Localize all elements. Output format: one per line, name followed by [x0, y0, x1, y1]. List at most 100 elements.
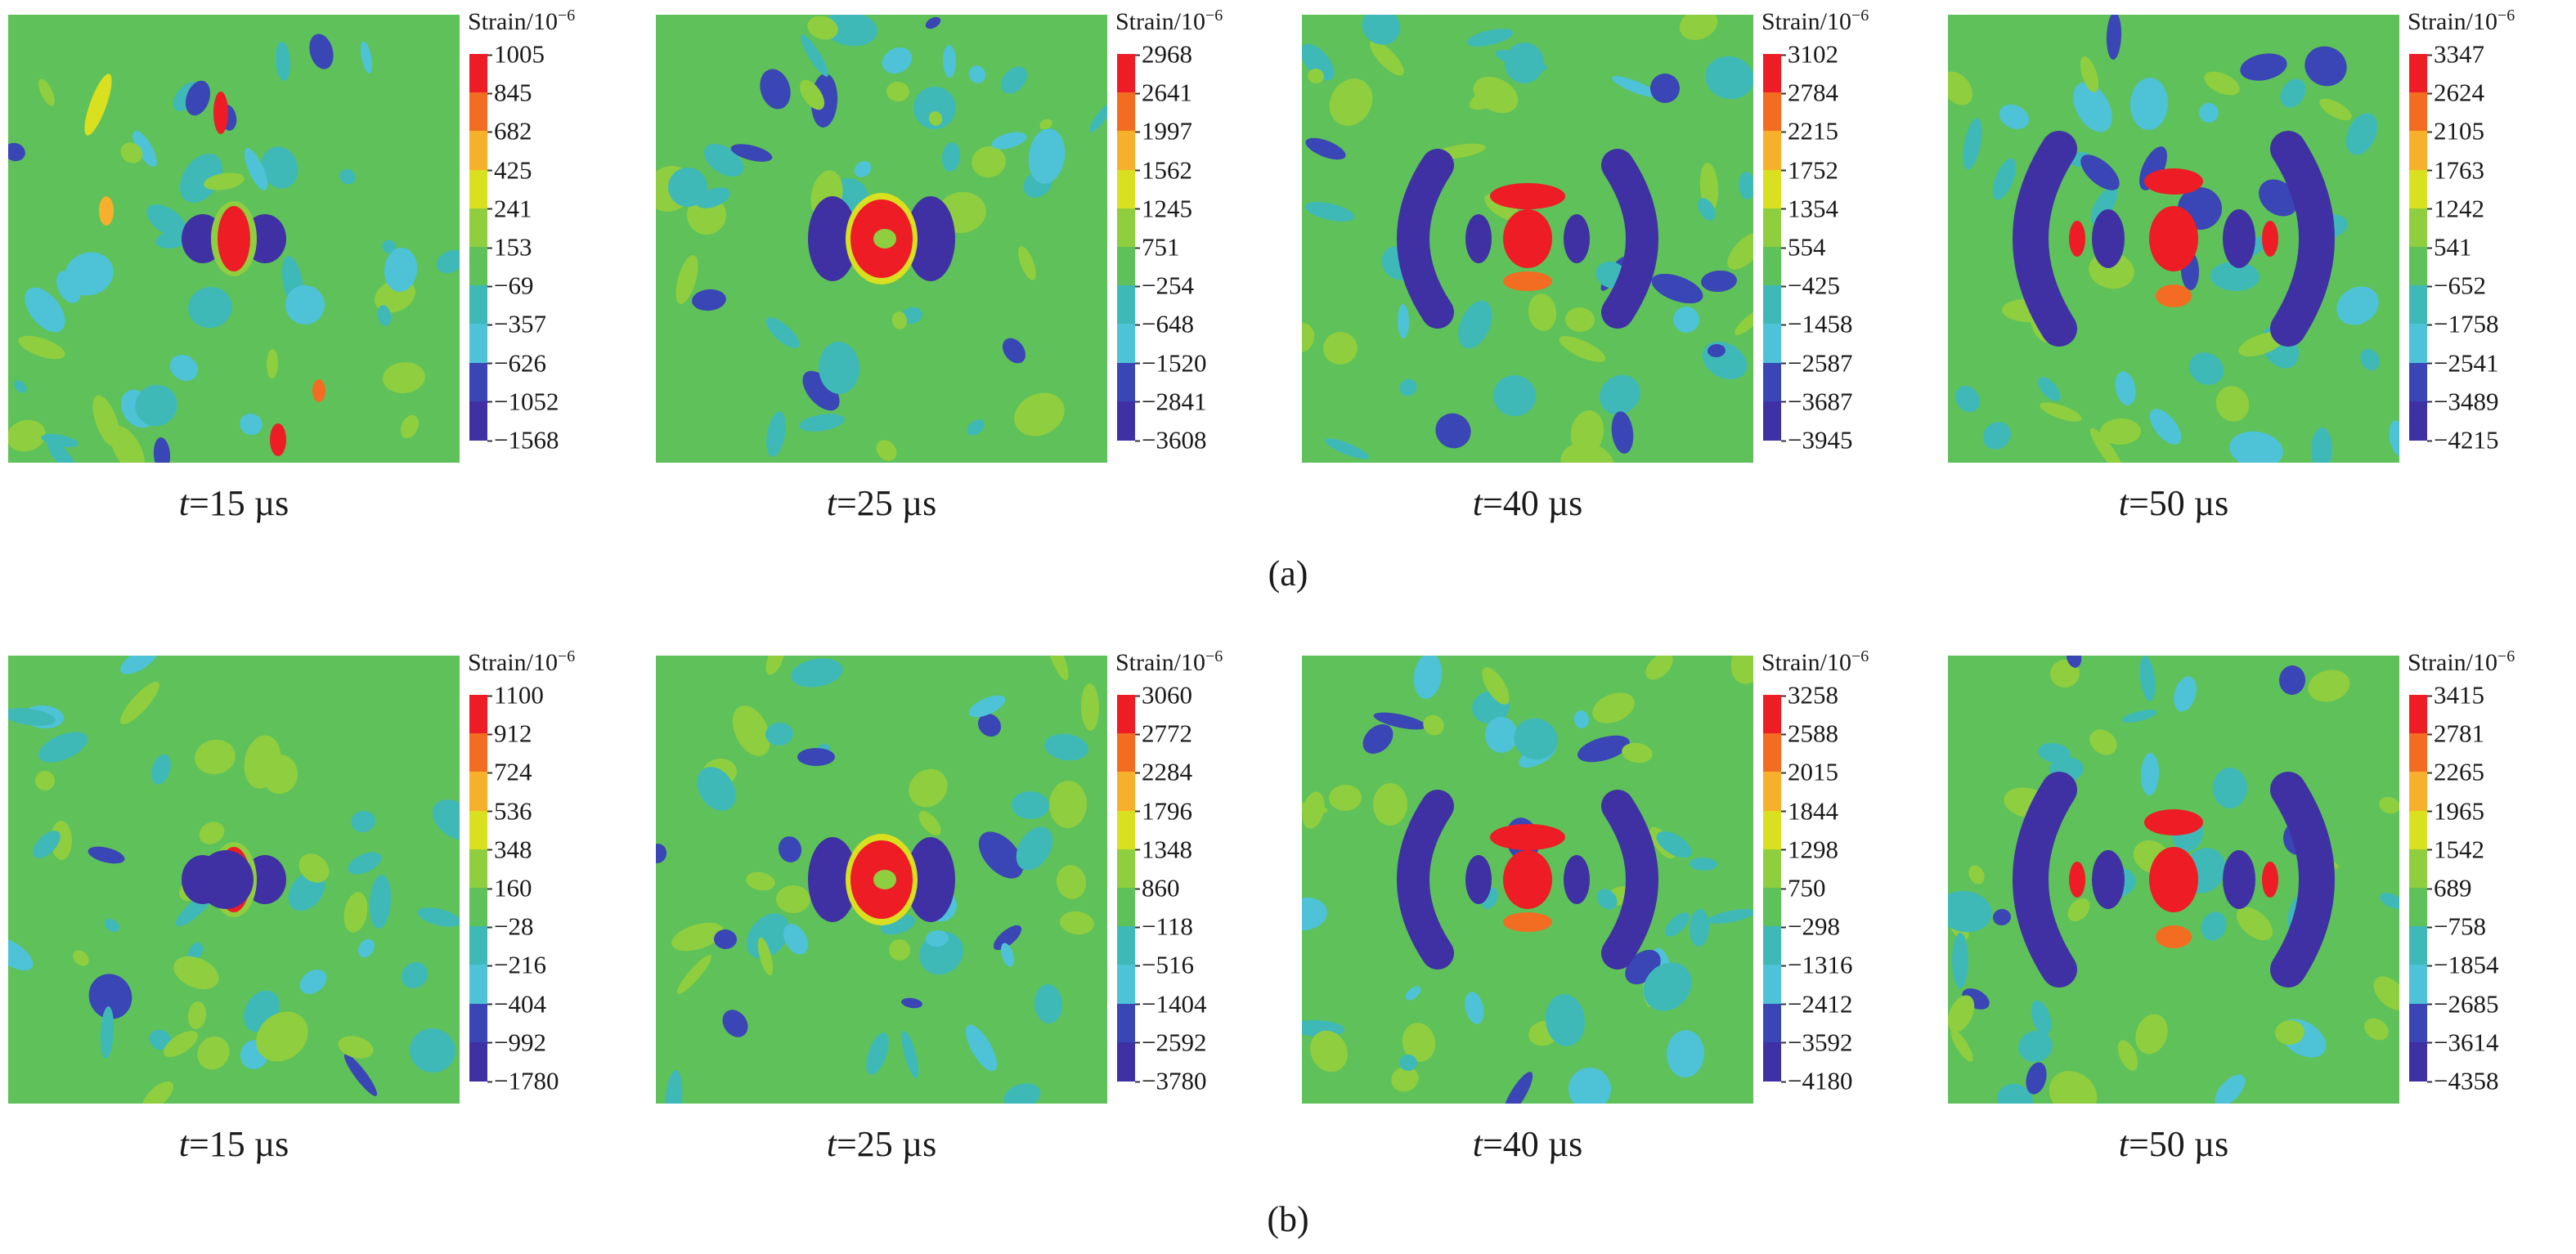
colorbar-title-text: Strain/10 — [2408, 649, 2497, 676]
texture-patch — [25, 287, 65, 333]
texture-patch — [2204, 71, 2240, 96]
colorbar-tick-label: 2781 — [2427, 719, 2484, 748]
texture-patch — [1611, 411, 1634, 454]
colorbar-tick-label: −1758 — [2426, 309, 2499, 338]
texture-patch — [351, 810, 375, 833]
colorbar-segment — [2409, 362, 2427, 402]
texture-patch — [41, 433, 79, 448]
texture-patch — [38, 732, 88, 763]
colorbar-segment — [469, 285, 487, 325]
texture-patch — [2215, 1074, 2246, 1104]
texture-patch — [1034, 984, 1063, 1023]
texture-patch — [1502, 1072, 1533, 1104]
colorbar-tick-label: −516 — [1135, 950, 1194, 979]
texture-patch — [240, 413, 263, 436]
texture-patch — [2026, 1062, 2047, 1095]
texture-patch — [1466, 29, 1514, 47]
texture-patch — [132, 130, 157, 168]
texture-patch — [2040, 402, 2082, 422]
texture-patch — [2117, 1040, 2138, 1071]
colorbar-tick-label: 3415 — [2427, 680, 2484, 710]
texture-patch — [1600, 374, 1640, 415]
colorbar-tick-label: −118 — [1135, 911, 1193, 941]
heatmap-marks — [656, 656, 1100, 1104]
colorbar-segment — [469, 131, 487, 171]
texture-patch — [1458, 300, 1492, 349]
outer-wave-left — [2013, 131, 2077, 347]
time-value: =50 µs — [2128, 483, 2229, 523]
texture-patch — [256, 1011, 308, 1062]
colorbar-title-exponent: −6 — [1851, 7, 1869, 25]
texture-patch — [2310, 428, 2333, 463]
peak-arc-bottom — [1503, 271, 1552, 291]
texture-patch — [2360, 348, 2380, 371]
colorbar-title-exponent: −6 — [558, 7, 576, 25]
side-peak-right — [2262, 862, 2278, 898]
texture-patch — [383, 361, 425, 394]
inner-trough-right — [2223, 850, 2255, 909]
texture-patch — [1329, 784, 1362, 812]
texture-patch — [2280, 78, 2306, 108]
heatmap-marks — [656, 15, 1107, 461]
texture-patch — [135, 384, 177, 427]
time-variable: t — [826, 483, 837, 523]
panel-b-t15: Strain/10−6 1100 912 724 536 348 160 −28 −216 −40… — [0, 641, 646, 1180]
heatmap-svg — [8, 15, 460, 463]
colorbar-segment — [1763, 131, 1781, 171]
colorbar-tick-label: 2588 — [1781, 719, 1838, 748]
colorbar-segment — [1117, 401, 1135, 441]
texture-patch — [433, 799, 460, 840]
inner-trough-right — [1564, 214, 1590, 263]
outer-wave-right — [1601, 790, 1658, 970]
colorbar-ticks: 3102 2784 2215 1752 1354 554 −425 −1458 −2587 −36… — [1773, 42, 1936, 453]
texture-patch — [1698, 198, 1716, 221]
texture-patch — [1954, 385, 1981, 413]
texture-patch — [2135, 1014, 2168, 1055]
texture-patch — [185, 80, 211, 116]
texture-patch — [692, 289, 726, 311]
texture-patch — [1727, 232, 1753, 270]
colorbar-segment — [1763, 401, 1781, 441]
colorbar-segment — [2409, 695, 2427, 735]
texture-patch — [1559, 336, 1606, 362]
heatmap-marks — [1948, 15, 2399, 463]
colorbar-tick-label: −1404 — [1134, 989, 1207, 1019]
colorbar-segment — [1763, 926, 1781, 966]
time-value: =15 µs — [188, 483, 289, 523]
colorbar-segment — [469, 401, 487, 441]
texture-patch — [1003, 1083, 1041, 1104]
texture-patch — [1014, 392, 1065, 437]
time-value: =40 µs — [1482, 1124, 1583, 1164]
texture-patch — [1999, 104, 2030, 130]
texture-patch — [1435, 413, 1471, 449]
colorbar-segment — [1763, 362, 1781, 402]
time-variable: t — [2118, 483, 2129, 523]
side-peak-left — [2069, 221, 2085, 257]
colorbar-segment — [1763, 1041, 1781, 1082]
colorbar-tick-label: 536 — [487, 796, 532, 826]
texture-patch — [1738, 172, 1753, 199]
colorbar-tick-label: 1245 — [1135, 194, 1192, 223]
heatmap-marks — [1948, 656, 2399, 1104]
strain-heatmap — [8, 656, 460, 1104]
wave-peak-center — [1503, 850, 1552, 909]
texture-patch — [2080, 155, 2120, 190]
colorbar-segment — [1763, 772, 1781, 812]
texture-patch — [2236, 907, 2273, 941]
colorbar-tick-label: 1005 — [487, 39, 545, 69]
texture-patch — [797, 748, 835, 766]
texture-patch — [2129, 78, 2169, 130]
time-label: t=40 µs — [1302, 482, 1753, 524]
texture-patch — [1397, 304, 1410, 338]
texture-patch — [369, 875, 392, 929]
texture-patch — [8, 937, 34, 971]
texture-patch — [8, 419, 46, 452]
panel-label-a: (a) — [1268, 553, 1308, 593]
wave-center-dip — [873, 870, 896, 889]
texture-patch — [120, 681, 159, 725]
colorbar-tick-label: 425 — [487, 155, 532, 185]
texture-patch — [1080, 683, 1100, 731]
texture-patch — [891, 311, 908, 329]
wave-center-dip — [873, 229, 896, 249]
texture-patch — [1308, 68, 1324, 84]
